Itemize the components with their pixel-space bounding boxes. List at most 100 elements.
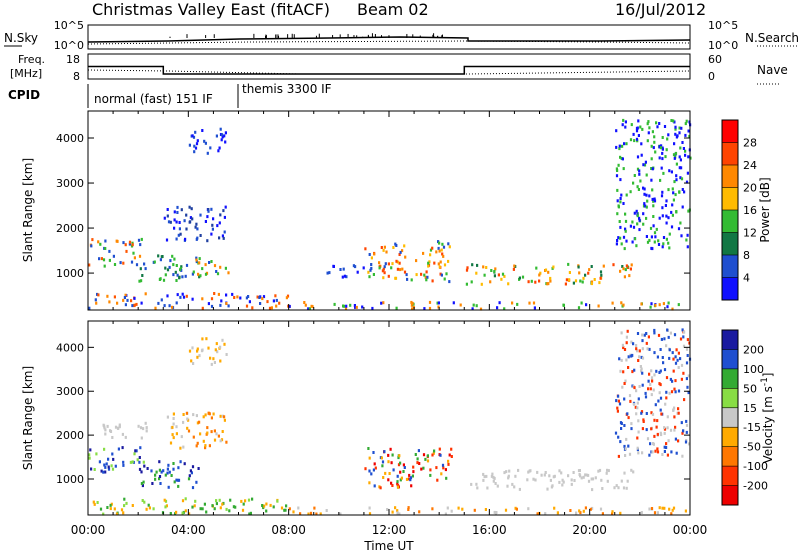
- data-cell: [635, 347, 638, 351]
- data-cell: [404, 255, 407, 259]
- data-cell: [687, 129, 690, 133]
- data-cell: [333, 302, 336, 306]
- data-cell: [663, 337, 666, 341]
- data-cell: [641, 333, 644, 337]
- data-cell: [422, 466, 425, 470]
- data-cell: [128, 242, 131, 246]
- data-cell: [638, 169, 641, 173]
- data-cell: [196, 441, 199, 445]
- data-cell: [636, 167, 640, 171]
- data-cell: [221, 338, 224, 342]
- data-cell: [110, 502, 113, 506]
- data-cell: [688, 442, 691, 446]
- data-cell: [568, 271, 571, 274]
- data-cell: [319, 512, 322, 516]
- data-cell: [158, 278, 161, 281]
- data-cell: [204, 141, 207, 145]
- data-cell: [368, 481, 371, 485]
- data-cell: [180, 265, 183, 269]
- data-cell: [185, 411, 188, 415]
- data-cell: [667, 188, 670, 192]
- data-cell: [621, 123, 624, 127]
- data-cell: [670, 225, 674, 229]
- data-cell: [139, 426, 143, 430]
- data-cell: [649, 383, 652, 386]
- data-cell: [518, 487, 521, 491]
- data-cell: [391, 262, 394, 266]
- data-cell: [661, 214, 664, 218]
- data-cell: [640, 302, 643, 306]
- data-cell: [207, 209, 210, 213]
- data-cell: [186, 426, 189, 430]
- data-cell: [93, 502, 96, 506]
- data-cell: [195, 444, 198, 448]
- data-cell: [113, 263, 117, 266]
- data-cell: [256, 295, 259, 299]
- data-cell: [169, 512, 172, 515]
- data-cell: [222, 236, 225, 240]
- data-cell: [575, 511, 578, 515]
- data-cell: [396, 509, 399, 513]
- data-cell: [143, 500, 146, 504]
- data-cell: [313, 506, 316, 510]
- data-cell: [400, 476, 403, 480]
- data-cell: [665, 148, 668, 152]
- data-cell: [532, 477, 535, 481]
- data-cell: [538, 273, 541, 277]
- data-cell: [394, 506, 397, 510]
- data-cell: [685, 361, 689, 365]
- data-cell: [687, 209, 690, 213]
- data-cell: [685, 347, 689, 351]
- data-cell: [657, 239, 660, 243]
- data-cell: [123, 296, 126, 299]
- data-cell: [245, 296, 248, 300]
- colorbar-swatch: [722, 187, 738, 211]
- data-cell: [408, 473, 411, 477]
- data-cell: [115, 239, 118, 243]
- data-cell: [643, 333, 646, 337]
- data-cell: [444, 468, 447, 472]
- data-cell: [644, 160, 647, 164]
- data-cell: [547, 270, 550, 274]
- data-cell: [652, 199, 655, 203]
- data-cell: [369, 268, 372, 272]
- data-cell: [617, 205, 620, 209]
- freq-label-1: Freq.: [18, 53, 45, 66]
- data-cell: [678, 166, 681, 170]
- data-cell: [133, 452, 136, 456]
- data-cell: [654, 403, 657, 407]
- data-cell: [140, 279, 143, 283]
- data-cell: [148, 506, 151, 510]
- data-cell: [663, 506, 666, 510]
- data-cell: [450, 455, 453, 458]
- data-cell: [624, 229, 627, 233]
- data-cell: [573, 479, 576, 482]
- data-cell: [503, 274, 506, 278]
- data-cell: [263, 504, 266, 508]
- data-cell: [199, 274, 202, 278]
- data-cell: [597, 469, 600, 473]
- data-cell: [221, 430, 224, 433]
- data-cell: [590, 265, 593, 268]
- colorbar-swatch: [722, 330, 738, 350]
- data-cell: [104, 432, 107, 436]
- data-cell: [630, 422, 633, 426]
- data-cell: [396, 480, 399, 484]
- data-cell: [675, 174, 678, 178]
- data-cell: [438, 249, 441, 253]
- data-cell: [197, 467, 200, 470]
- data-cell: [527, 507, 530, 511]
- colorbar-tick-label: 100: [743, 363, 764, 376]
- data-cell: [92, 500, 95, 504]
- data-cell: [116, 301, 119, 305]
- data-cell: [677, 411, 680, 415]
- data-cell: [589, 507, 592, 511]
- data-cell: [160, 470, 163, 474]
- data-cell: [225, 507, 228, 511]
- data-cell: [326, 271, 329, 275]
- data-cell: [215, 499, 218, 503]
- data-cell: [381, 460, 385, 464]
- data-cell: [233, 296, 236, 299]
- data-cell: [678, 155, 681, 159]
- data-cell: [210, 362, 213, 366]
